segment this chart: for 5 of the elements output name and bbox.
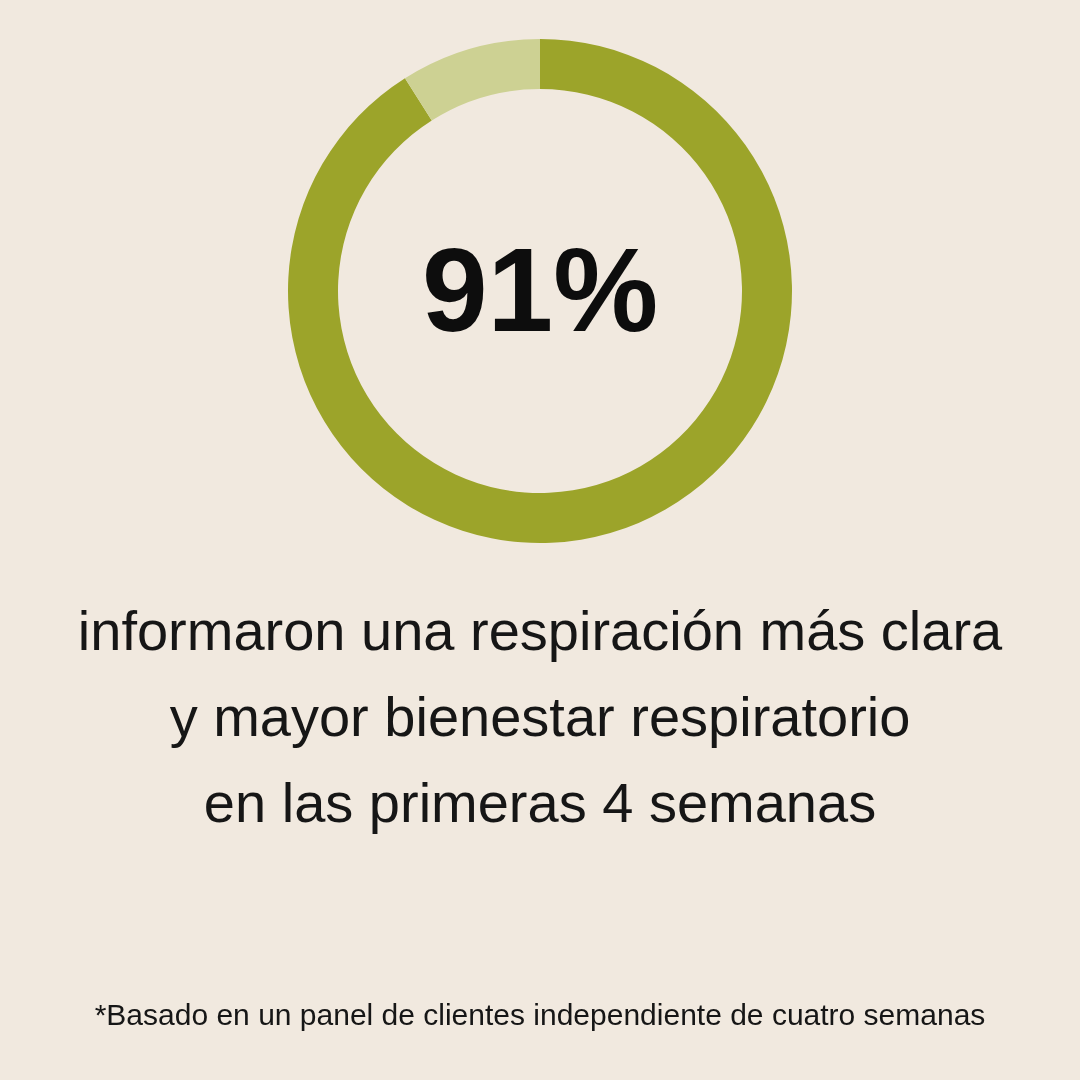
text: *Basado en un panel de clientes independiente de cuatro semanas bbox=[94, 998, 986, 1031]
donut-slice bbox=[404, 39, 540, 121]
text: informaron una respiración más clara y mayor bienestar respiratorio en las primeras 4 semanas bbox=[77, 599, 1004, 834]
data-label: 91% bbox=[421, 224, 659, 356]
donut-slice bbox=[288, 39, 792, 543]
